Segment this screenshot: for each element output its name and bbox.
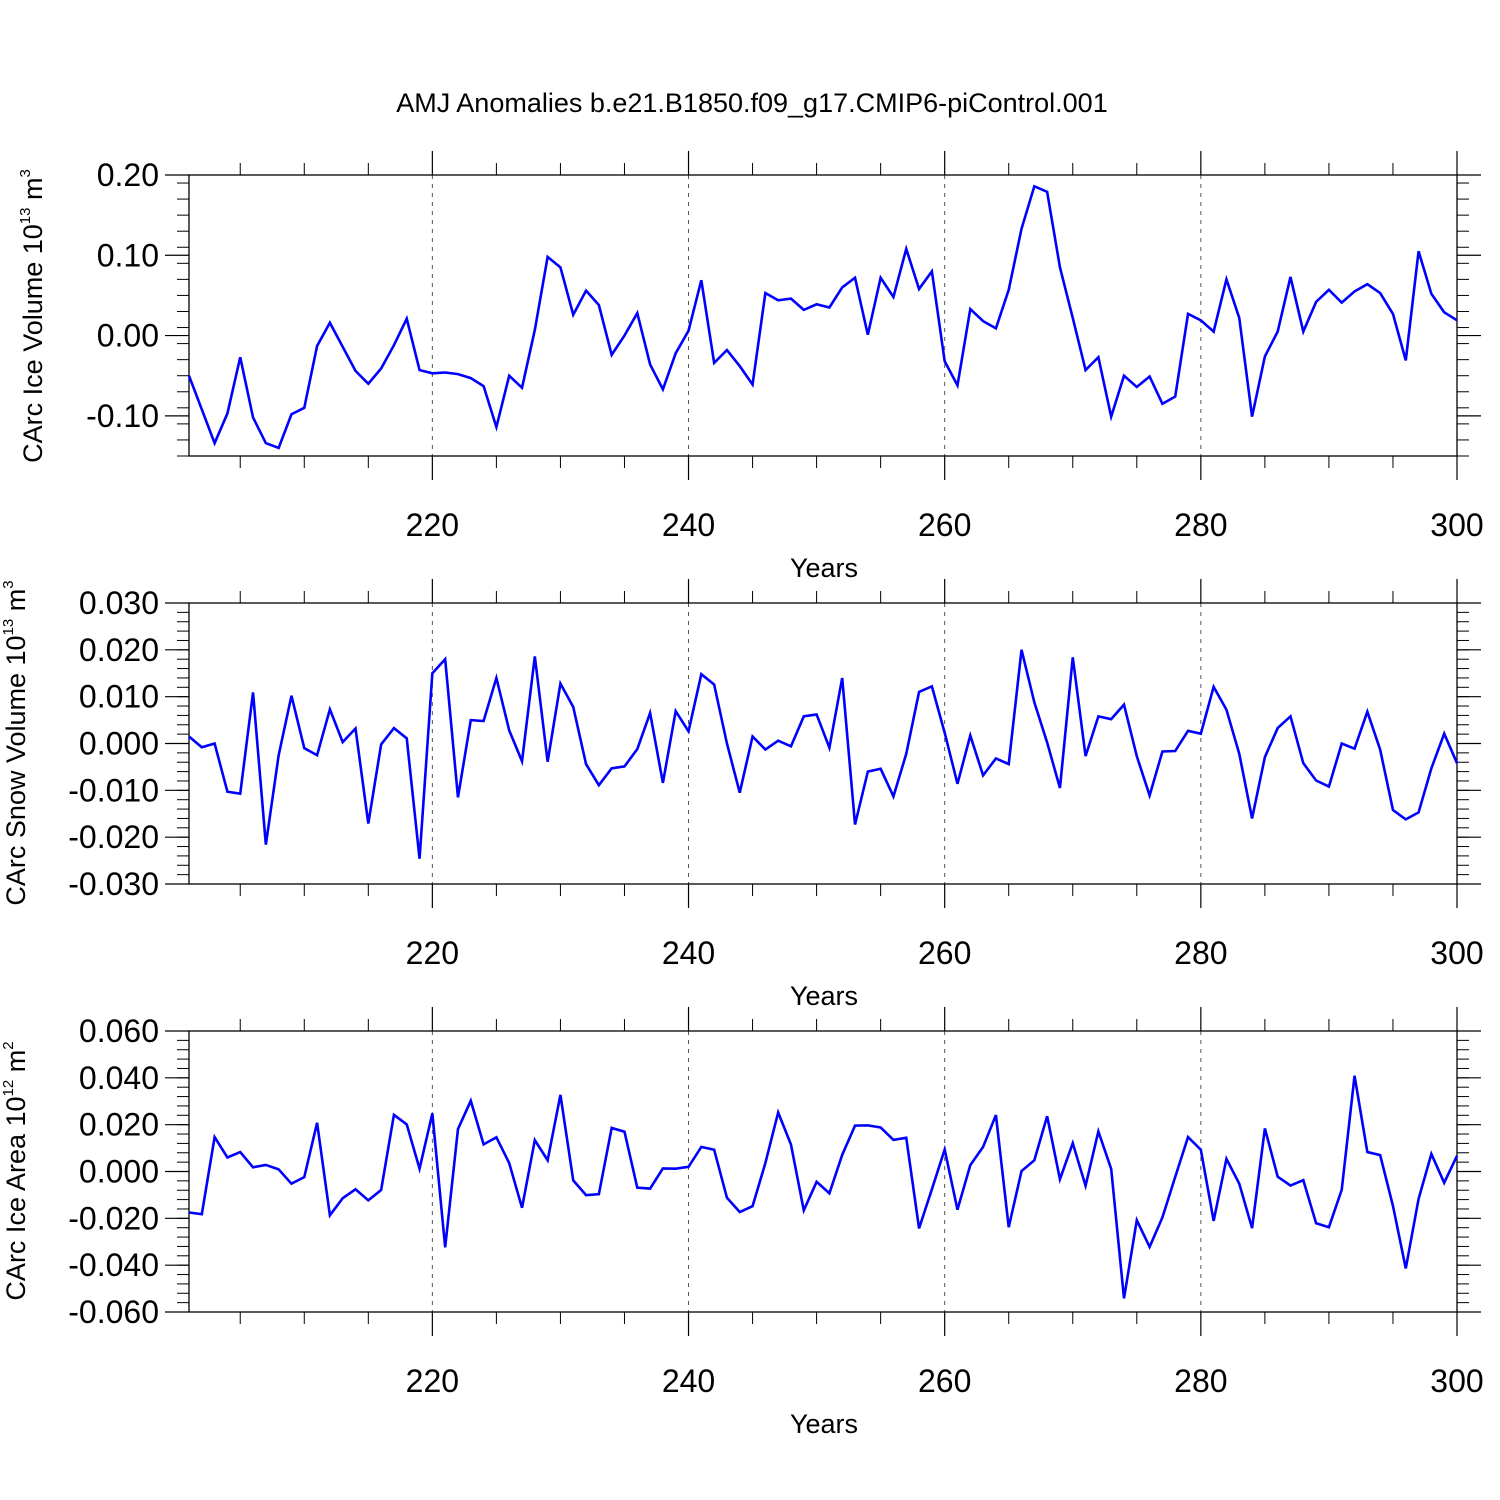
x-tick-label: 280 — [1174, 507, 1227, 543]
plot-frame — [188, 174, 1458, 457]
y-axis-label-unit-exponent: 2 — [0, 1041, 17, 1049]
x-tick-label: 300 — [1430, 507, 1483, 543]
x-tick-label: 240 — [662, 507, 715, 543]
y-axis-label-unit-exponent: 3 — [0, 580, 17, 588]
x-tick-label: 300 — [1430, 935, 1483, 971]
y-tick-label: -0.10 — [86, 398, 159, 434]
x-tick-label: 240 — [662, 1363, 715, 1399]
y-tick-label: 0.040 — [79, 1060, 159, 1096]
figure-title: AMJ Anomalies b.e21.B1850.f09_g17.CMIP6-… — [396, 88, 1107, 118]
y-tick-label: -0.060 — [68, 1294, 159, 1330]
y-axis-label-unit-exponent: 3 — [17, 169, 34, 177]
y-tick-label: -0.020 — [68, 1200, 159, 1236]
y-tick-label: 0.000 — [79, 1154, 159, 1190]
y-axis-label-exponent: 13 — [17, 208, 34, 225]
y-tick-label: -0.010 — [68, 772, 159, 808]
y-tick-label: 0.20 — [97, 157, 159, 193]
x-tick-label: 220 — [406, 507, 459, 543]
x-axis-label: Years — [790, 1409, 858, 1439]
y-axis-label-unit: m — [18, 178, 48, 208]
y-tick-label: 0.060 — [79, 1013, 159, 1049]
y-axis-label-text: CArc Snow Volume 10 — [1, 635, 31, 905]
panel-2: 220 240 260 280 300 Years 0.030 0.020 0.010 0.000… — [0, 579, 1484, 1011]
x-tick-label: 260 — [918, 1363, 971, 1399]
y-tick-label: 0.020 — [79, 1107, 159, 1143]
x-tick-label: 260 — [918, 507, 971, 543]
y-tick-label: 0.020 — [79, 632, 159, 668]
y-axis-label-unit: m — [1, 1050, 31, 1080]
plot-frame — [188, 602, 1458, 885]
x-tick-label: 260 — [918, 935, 971, 971]
y-axis-label-exponent: 12 — [0, 1080, 17, 1097]
y-axis-label: CArc Snow Volume 1013 m3 — [0, 580, 31, 905]
x-axis-label: Years — [790, 981, 858, 1011]
y-tick-label: -0.040 — [68, 1247, 159, 1283]
x-tick-label: 240 — [662, 935, 715, 971]
plot-frame — [188, 1030, 1458, 1313]
y-tick-label: 0.030 — [79, 585, 159, 621]
x-tick-label: 300 — [1430, 1363, 1483, 1399]
y-tick-label: -0.030 — [68, 866, 159, 902]
panel-3: 220 240 260 280 300 Years 0.060 0.040 0.020 0.000… — [0, 1007, 1484, 1439]
panel-1: 220 240 260 280 300 Years 0.20 0.10 0.00 -0.10 CAr… — [17, 151, 1484, 583]
x-tick-label: 280 — [1174, 935, 1227, 971]
y-axis-label: CArc Ice Area 1012 m2 — [0, 1041, 31, 1300]
series-line — [188, 649, 1459, 859]
y-tick-label: 0.00 — [97, 318, 159, 354]
series-line — [188, 1075, 1459, 1299]
y-tick-label: 0.010 — [79, 679, 159, 715]
y-tick-label: 0.000 — [79, 726, 159, 762]
y-axis-label-exponent: 13 — [0, 619, 17, 636]
x-tick-label: 220 — [406, 935, 459, 971]
x-tick-label: 280 — [1174, 1363, 1227, 1399]
y-axis-label-text: CArc Ice Area 10 — [1, 1096, 31, 1300]
x-tick-label: 220 — [406, 1363, 459, 1399]
y-axis-label-text: CArc Ice Volume 10 — [18, 224, 48, 463]
x-axis-label: Years — [790, 553, 858, 583]
y-axis-label-unit: m — [1, 589, 31, 619]
y-axis-label: CArc Ice Volume 1013 m3 — [17, 169, 48, 463]
series-line — [187, 184, 1458, 450]
y-tick-label: 0.10 — [97, 237, 159, 273]
y-tick-label: -0.020 — [68, 819, 159, 855]
